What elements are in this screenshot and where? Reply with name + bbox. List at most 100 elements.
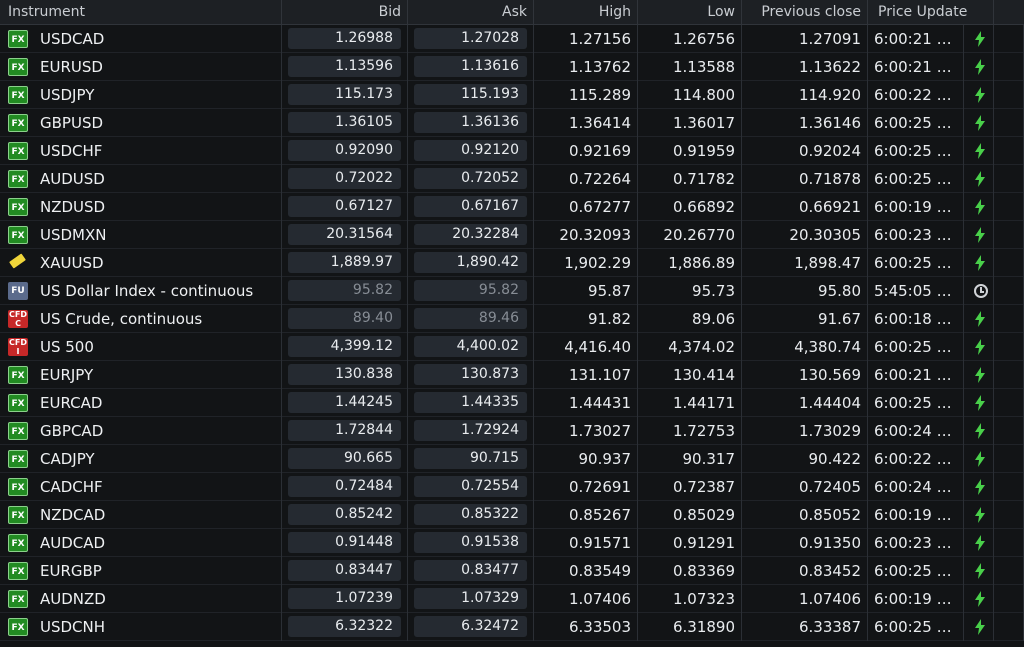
ask-price-button[interactable]: 20.32284 [414, 224, 527, 245]
ask-cell[interactable]: 0.67167 [408, 193, 534, 221]
ask-cell[interactable]: 1.27028 [408, 25, 534, 53]
bid-cell[interactable]: 1.13596 [282, 53, 408, 81]
ask-price-button[interactable]: 1,890.42 [414, 252, 527, 273]
bid-price-button[interactable]: 0.91448 [288, 532, 401, 553]
bid-cell[interactable]: 0.67127 [282, 193, 408, 221]
column-instrument[interactable]: Instrument [0, 0, 282, 25]
ask-price-button[interactable]: 90.715 [414, 448, 527, 469]
bid-price-button[interactable]: 0.72484 [288, 476, 401, 497]
instrument-cell[interactable]: CFD C US Crude, continuous [0, 305, 282, 333]
ask-price-button[interactable]: 1.36136 [414, 112, 527, 133]
table-row[interactable]: FX EURCAD 1.44245 1.44335 1.44431 1.44171 1.44… [0, 389, 1024, 417]
instrument-cell[interactable]: FX USDCHF [0, 137, 282, 165]
ask-price-button[interactable]: 4,400.02 [414, 336, 527, 357]
bid-price-button[interactable]: 6.32322 [288, 616, 401, 637]
bid-cell[interactable]: 0.91448 [282, 529, 408, 557]
bid-price-button[interactable]: 130.838 [288, 364, 401, 385]
bid-cell[interactable]: 95.82 [282, 277, 408, 305]
bid-price-button[interactable]: 0.83447 [288, 560, 401, 581]
bid-cell[interactable]: 89.40 [282, 305, 408, 333]
instrument-cell[interactable]: FX NZDUSD [0, 193, 282, 221]
instrument-cell[interactable]: FX CADCHF [0, 473, 282, 501]
ask-cell[interactable]: 1,890.42 [408, 249, 534, 277]
bid-price-button[interactable]: 1.44245 [288, 392, 401, 413]
bid-cell[interactable]: 1.26988 [282, 25, 408, 53]
table-row[interactable]: FX USDCAD 1.26988 1.27028 1.27156 1.26756 1.27… [0, 25, 1024, 53]
ask-cell[interactable]: 0.92120 [408, 137, 534, 165]
bid-cell[interactable]: 0.83447 [282, 557, 408, 585]
instrument-cell[interactable]: FX EURCAD [0, 389, 282, 417]
bid-price-button[interactable]: 1.13596 [288, 56, 401, 77]
bid-cell[interactable]: 90.665 [282, 445, 408, 473]
ask-price-button[interactable]: 1.13616 [414, 56, 527, 77]
bid-cell[interactable]: 0.72484 [282, 473, 408, 501]
ask-price-button[interactable]: 89.46 [414, 308, 527, 329]
bid-price-button[interactable]: 0.67127 [288, 196, 401, 217]
ask-price-button[interactable]: 0.67167 [414, 196, 527, 217]
table-row[interactable]: FU US Dollar Index - continuous 95.82 95.82… [0, 277, 1024, 305]
ask-cell[interactable]: 6.32472 [408, 613, 534, 641]
bid-price-button[interactable]: 1,889.97 [288, 252, 401, 273]
instrument-cell[interactable]: FX AUDCAD [0, 529, 282, 557]
bid-cell[interactable]: 1,889.97 [282, 249, 408, 277]
instrument-cell[interactable]: FU US Dollar Index - continuous [0, 277, 282, 305]
ask-cell[interactable]: 1.72924 [408, 417, 534, 445]
instrument-cell[interactable]: FX NZDCAD [0, 501, 282, 529]
ask-price-button[interactable]: 1.44335 [414, 392, 527, 413]
table-row[interactable]: FX AUDUSD 0.72022 0.72052 0.72264 0.71782 0.71… [0, 165, 1024, 193]
ask-cell[interactable]: 0.85322 [408, 501, 534, 529]
instrument-cell[interactable]: FX EURJPY [0, 361, 282, 389]
bid-price-button[interactable]: 1.07239 [288, 588, 401, 609]
table-row[interactable]: CFD C US Crude, continuous 89.40 89.46 91.82 8… [0, 305, 1024, 333]
column-bid[interactable]: Bid [282, 0, 408, 25]
ask-price-button[interactable]: 0.83477 [414, 560, 527, 581]
ask-price-button[interactable]: 0.72052 [414, 168, 527, 189]
instrument-cell[interactable]: CFD I US 500 [0, 333, 282, 361]
ask-price-button[interactable]: 95.82 [414, 280, 527, 301]
instrument-cell[interactable]: FX EURUSD [0, 53, 282, 81]
column-previous-close[interactable]: Previous close [742, 0, 868, 25]
ask-price-button[interactable]: 0.91538 [414, 532, 527, 553]
bid-cell[interactable]: 4,399.12 [282, 333, 408, 361]
ask-cell[interactable]: 1.36136 [408, 109, 534, 137]
ask-cell[interactable]: 0.72052 [408, 165, 534, 193]
ask-price-button[interactable]: 1.27028 [414, 28, 527, 49]
table-row[interactable]: FX CADJPY 90.665 90.715 90.937 90.317 90.422 6:… [0, 445, 1024, 473]
column-low[interactable]: Low [638, 0, 742, 25]
bid-price-button[interactable]: 1.72844 [288, 420, 401, 441]
table-row[interactable]: FX EURJPY 130.838 130.873 131.107 130.414 130.… [0, 361, 1024, 389]
bid-cell[interactable]: 1.72844 [282, 417, 408, 445]
bid-price-button[interactable]: 0.72022 [288, 168, 401, 189]
ask-cell[interactable]: 0.72554 [408, 473, 534, 501]
instrument-cell[interactable]: FX GBPUSD [0, 109, 282, 137]
table-row[interactable]: FX AUDCAD 0.91448 0.91538 0.91571 0.91291 0.91… [0, 529, 1024, 557]
ask-cell[interactable]: 0.91538 [408, 529, 534, 557]
ask-cell[interactable]: 0.83477 [408, 557, 534, 585]
ask-cell[interactable]: 1.44335 [408, 389, 534, 417]
ask-cell[interactable]: 89.46 [408, 305, 534, 333]
bid-price-button[interactable]: 95.82 [288, 280, 401, 301]
ask-price-button[interactable]: 0.92120 [414, 140, 527, 161]
bid-price-button[interactable]: 20.31564 [288, 224, 401, 245]
column-price-update[interactable]: Price Update [868, 0, 994, 25]
table-row[interactable]: FX NZDCAD 0.85242 0.85322 0.85267 0.85029 0.85… [0, 501, 1024, 529]
bid-cell[interactable]: 115.173 [282, 81, 408, 109]
bid-cell[interactable]: 0.92090 [282, 137, 408, 165]
table-row[interactable]: CFD I US 500 4,399.12 4,400.02 4,416.40 4,374.… [0, 333, 1024, 361]
bid-cell[interactable]: 1.07239 [282, 585, 408, 613]
instrument-cell[interactable]: FX EURGBP [0, 557, 282, 585]
bid-cell[interactable]: 1.44245 [282, 389, 408, 417]
instrument-cell[interactable]: FX USDJPY [0, 81, 282, 109]
table-row[interactable]: FX USDCHF 0.92090 0.92120 0.92169 0.91959 0.92… [0, 137, 1024, 165]
column-high[interactable]: High [534, 0, 638, 25]
instrument-cell[interactable]: FX AUDUSD [0, 165, 282, 193]
table-row[interactable]: FX GBPUSD 1.36105 1.36136 1.36414 1.36017 1.36… [0, 109, 1024, 137]
instrument-cell[interactable]: FX USDMXN [0, 221, 282, 249]
ask-price-button[interactable]: 0.72554 [414, 476, 527, 497]
ask-price-button[interactable]: 115.193 [414, 84, 527, 105]
table-row[interactable]: FX AUDNZD 1.07239 1.07329 1.07406 1.07323 1.07… [0, 585, 1024, 613]
bid-price-button[interactable]: 1.26988 [288, 28, 401, 49]
bid-price-button[interactable]: 89.40 [288, 308, 401, 329]
bid-cell[interactable]: 0.85242 [282, 501, 408, 529]
ask-cell[interactable]: 130.873 [408, 361, 534, 389]
